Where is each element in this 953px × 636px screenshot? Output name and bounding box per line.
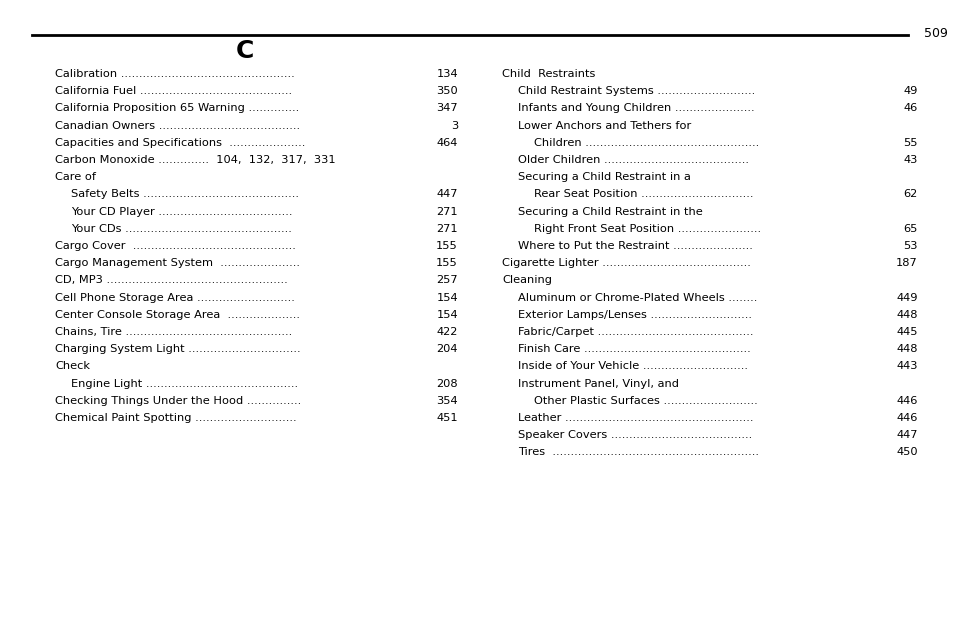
Text: 445: 445 (896, 327, 917, 337)
Text: Cleaning: Cleaning (501, 275, 552, 286)
Text: C: C (235, 39, 253, 63)
Text: Carbon Monoxide ..............  104,  132,  317,  331: Carbon Monoxide .............. 104, 132,… (55, 155, 335, 165)
Text: 257: 257 (436, 275, 457, 286)
Text: 447: 447 (896, 430, 917, 440)
Text: CD, MP3 ..................................................: CD, MP3 ................................… (55, 275, 288, 286)
Text: Canadian Owners .......................................: Canadian Owners ........................… (55, 121, 300, 130)
Text: 350: 350 (436, 86, 457, 96)
Text: 443: 443 (896, 361, 917, 371)
Text: 449: 449 (896, 293, 917, 303)
Text: 448: 448 (896, 344, 917, 354)
Text: 46: 46 (902, 104, 917, 113)
Text: Center Console Storage Area  ....................: Center Console Storage Area ............… (55, 310, 299, 320)
Text: Capacities and Specifications  .....................: Capacities and Specifications ..........… (55, 138, 305, 148)
Text: 3: 3 (450, 121, 457, 130)
Text: 448: 448 (896, 310, 917, 320)
Text: Other Plastic Surfaces ..........................: Other Plastic Surfaces .................… (534, 396, 757, 406)
Text: Inside of Your Vehicle .............................: Inside of Your Vehicle .................… (517, 361, 747, 371)
Text: Infants and Young Children ......................: Infants and Young Children .............… (517, 104, 754, 113)
Text: Tires  .........................................................: Tires ..................................… (517, 447, 759, 457)
Text: Chains, Tire ..............................................: Chains, Tire ...........................… (55, 327, 292, 337)
Text: Where to Put the Restraint ......................: Where to Put the Restraint .............… (517, 241, 752, 251)
Text: 187: 187 (895, 258, 917, 268)
Text: 464: 464 (436, 138, 457, 148)
Text: Older Children ........................................: Older Children .........................… (517, 155, 748, 165)
Text: 155: 155 (436, 241, 457, 251)
Text: 155: 155 (436, 258, 457, 268)
Text: Fabric/Carpet ...........................................: Fabric/Carpet ..........................… (517, 327, 753, 337)
Text: Cargo Cover  .............................................: Cargo Cover ............................… (55, 241, 295, 251)
Text: 450: 450 (896, 447, 917, 457)
Text: 43: 43 (902, 155, 917, 165)
Text: 422: 422 (436, 327, 457, 337)
Text: Your CD Player .....................................: Your CD Player .........................… (71, 207, 293, 217)
Text: 354: 354 (436, 396, 457, 406)
Text: Instrument Panel, Vinyl, and: Instrument Panel, Vinyl, and (517, 378, 679, 389)
Text: Securing a Child Restraint in a: Securing a Child Restraint in a (517, 172, 690, 182)
Text: 53: 53 (902, 241, 917, 251)
Text: Finish Care ..............................................: Finish Care ............................… (517, 344, 750, 354)
Text: 271: 271 (436, 224, 457, 234)
Text: 271: 271 (436, 207, 457, 217)
Text: Lower Anchors and Tethers for: Lower Anchors and Tethers for (517, 121, 691, 130)
Text: Engine Light ..........................................: Engine Light ...........................… (71, 378, 297, 389)
Text: 208: 208 (436, 378, 457, 389)
Text: 204: 204 (436, 344, 457, 354)
Text: 446: 446 (896, 396, 917, 406)
Text: Child  Restraints: Child Restraints (501, 69, 595, 79)
Text: 62: 62 (902, 190, 917, 200)
Text: Leather ....................................................: Leather ................................… (517, 413, 753, 423)
Text: 154: 154 (436, 293, 457, 303)
Text: 154: 154 (436, 310, 457, 320)
Text: Safety Belts ...........................................: Safety Belts ...........................… (71, 190, 298, 200)
Text: Right Front Seat Position .......................: Right Front Seat Position ..............… (534, 224, 760, 234)
Text: 49: 49 (902, 86, 917, 96)
Text: Securing a Child Restraint in the: Securing a Child Restraint in the (517, 207, 702, 217)
Text: California Fuel ..........................................: California Fuel ........................… (55, 86, 292, 96)
Text: Child Restraint Systems ...........................: Child Restraint Systems ................… (517, 86, 755, 96)
Text: 447: 447 (436, 190, 457, 200)
Text: Chemical Paint Spotting ............................: Chemical Paint Spotting ................… (55, 413, 296, 423)
Text: Checking Things Under the Hood ...............: Checking Things Under the Hood .........… (55, 396, 301, 406)
Text: 451: 451 (436, 413, 457, 423)
Text: Check: Check (55, 361, 90, 371)
Text: Children ................................................: Children ...............................… (534, 138, 759, 148)
Text: Care of: Care of (55, 172, 96, 182)
Text: Rear Seat Position ...............................: Rear Seat Position .....................… (534, 190, 753, 200)
Text: Cell Phone Storage Area ...........................: Cell Phone Storage Area ................… (55, 293, 294, 303)
Text: Charging System Light ...............................: Charging System Light ..................… (55, 344, 300, 354)
Text: 55: 55 (902, 138, 917, 148)
Text: Exterior Lamps/Lenses ............................: Exterior Lamps/Lenses ..................… (517, 310, 751, 320)
Text: Cargo Management System  ......................: Cargo Management System ................… (55, 258, 299, 268)
Text: Cigarette Lighter .........................................: Cigarette Lighter ......................… (501, 258, 750, 268)
Text: 134: 134 (436, 69, 457, 79)
Text: 509: 509 (923, 27, 947, 40)
Text: California Proposition 65 Warning ..............: California Proposition 65 Warning ......… (55, 104, 299, 113)
Text: 347: 347 (436, 104, 457, 113)
Text: Your CDs ..............................................: Your CDs ...............................… (71, 224, 292, 234)
Text: 65: 65 (902, 224, 917, 234)
Text: 446: 446 (896, 413, 917, 423)
Text: Speaker Covers .......................................: Speaker Covers .........................… (517, 430, 752, 440)
Text: Aluminum or Chrome-Plated Wheels ........: Aluminum or Chrome-Plated Wheels .......… (517, 293, 757, 303)
Text: Calibration ................................................: Calibration ............................… (55, 69, 294, 79)
